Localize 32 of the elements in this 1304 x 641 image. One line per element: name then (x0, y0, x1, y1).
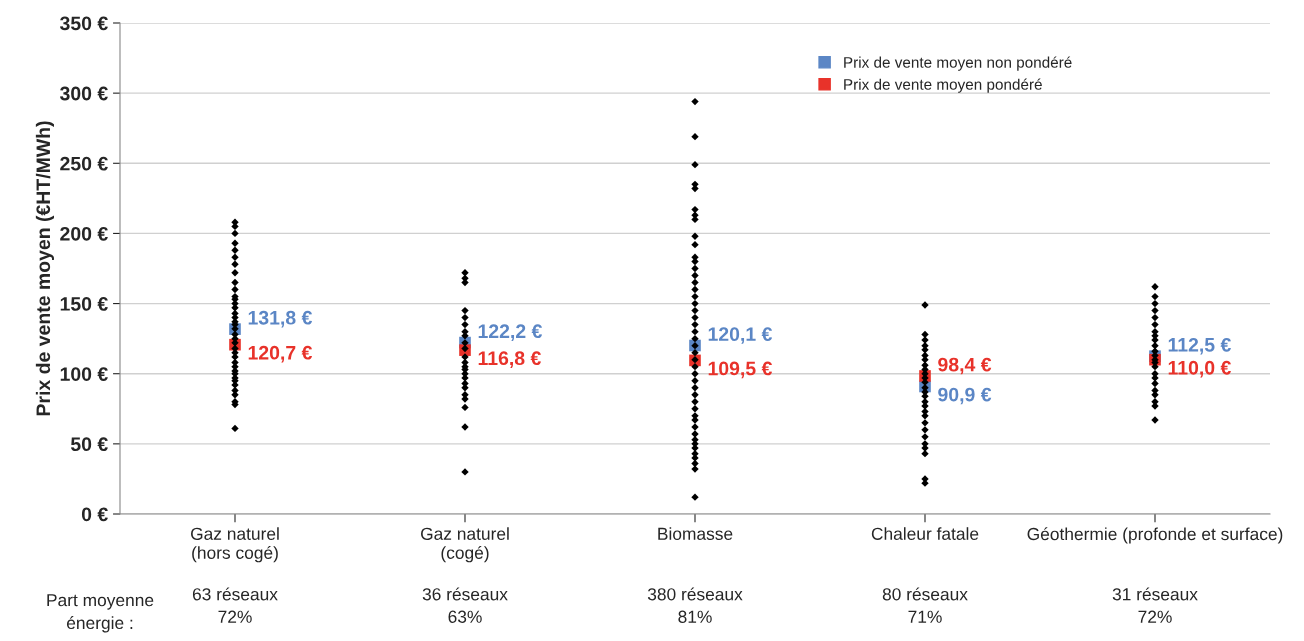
text: 36 réseaux 63% (422, 587, 508, 623)
data-label: 120,7 € (248, 345, 313, 363)
data-label: 109,5 € (708, 361, 773, 379)
text: 380 réseaux 81% (647, 587, 743, 623)
x-tick-label: Géothermie (profonde et surface) (1027, 527, 1283, 544)
data-label: 131,8 € (248, 310, 313, 328)
text: 80 réseaux 71% (882, 587, 968, 623)
y-tick-label: 200 € (60, 226, 108, 241)
y-tick-label: 0 € (81, 507, 108, 522)
data-label: 90,9 € (938, 387, 992, 405)
data-label: 112,5 € (1168, 337, 1231, 355)
x-tick-label: Gaz naturel (hors cogé) (191, 527, 279, 563)
y-tick-label: 100 € (60, 367, 108, 381)
data-label: 122,2 € (478, 324, 543, 341)
y-tick-label: 350 € (59, 16, 108, 31)
data-label: 116,8 € (478, 351, 541, 368)
y-axis-title: Prix de vente moyen (€HT/MWh) (35, 121, 54, 416)
legend-label: Prix de vente moyen pondéré (844, 78, 1042, 93)
text: 63 réseaux 72% (192, 587, 278, 623)
text: 31 réseaux 72% (1112, 587, 1198, 623)
y-tick-label: 300 € (59, 86, 108, 101)
x-tick-label: Biomasse (658, 527, 733, 540)
x-tick-label: Gaz naturel (cogé) (421, 527, 509, 563)
y-tick-label: 50 € (70, 437, 108, 452)
data-label: 110,0 € (1168, 360, 1231, 378)
y-tick-label: 150 € (60, 297, 108, 311)
data-label: 120,1 € (708, 327, 773, 344)
text: Part moyenne énergie : (47, 594, 154, 633)
legend-label: Prix de vente moyen non pondéré (844, 56, 1072, 71)
data-label: 98,4 € (938, 357, 992, 375)
x-tick-label: Chaleur fatale (871, 527, 979, 540)
y-tick-label: 250 € (60, 156, 108, 171)
